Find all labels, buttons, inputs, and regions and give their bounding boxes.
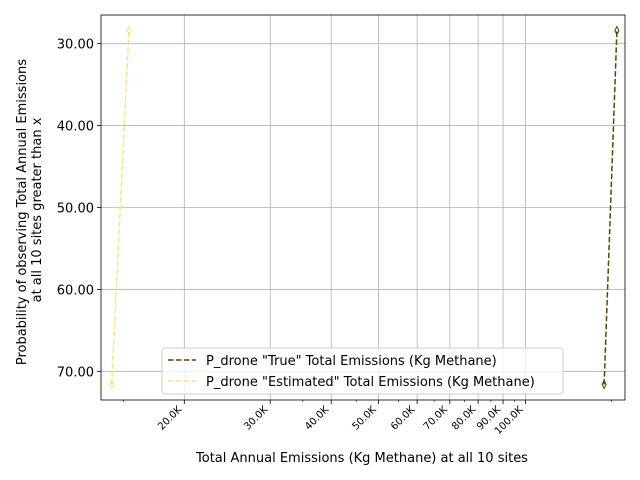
grid-lines (101, 15, 625, 400)
y-axis-label: Probability of observing Total Annual Em… (15, 55, 45, 365)
y-axis-ticks: 30.00 40.00 50.00 60.00 70.00 (57, 38, 101, 380)
y-axis-label-line-2: at all 10 sites greater than x (30, 117, 45, 302)
series-marker (109, 379, 115, 390)
legend-label-true: P_drone "True" Total Emissions (Kg Metha… (206, 354, 497, 369)
legend-box (161, 347, 564, 395)
series-line (110, 30, 130, 385)
series-marker (614, 25, 620, 36)
plot-frame (100, 14, 626, 401)
y-axis-label-line-1: Probability of observing Total Annual Em… (15, 59, 30, 365)
series-marker (601, 379, 607, 390)
series-marker (126, 25, 132, 36)
y-tick-label: 60.00 (57, 283, 94, 298)
series-line (603, 30, 618, 385)
y-tick-label: 70.00 (57, 365, 94, 380)
y-tick-label: 30.00 (57, 38, 94, 53)
y-tick-label: 40.00 (57, 120, 94, 135)
legend-label-estimated: P_drone "Estimated" Total Emissions (Kg … (206, 375, 535, 390)
y-tick-label: 50.00 (57, 202, 94, 217)
plot-series (109, 25, 620, 390)
legend: P_drone "True" Total Emissions (Kg Metha… (161, 347, 564, 395)
x-axis-label: Total Annual Emissions (Kg Methane) at a… (195, 451, 528, 466)
